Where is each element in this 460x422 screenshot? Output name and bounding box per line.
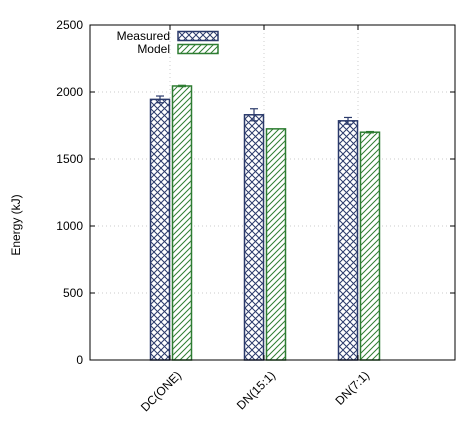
legend-swatch-measured: [177, 30, 219, 42]
bar-measured-1: [243, 114, 265, 361]
x-tick-label: DN(15:1): [234, 368, 278, 412]
y-tick-label: 1000: [56, 219, 83, 233]
bar-measured-0: [149, 98, 171, 361]
plot-frame: [89, 24, 456, 361]
x-tick-label: DC(ONE): [138, 368, 184, 414]
bar-measured-2: [337, 120, 359, 361]
y-tick-label: 1500: [56, 152, 83, 166]
legend-label-model: Model: [137, 42, 170, 56]
y-tick-label: 0: [76, 353, 83, 367]
bar-model-2: [359, 131, 381, 361]
x-tick-label: DN(7:1): [333, 368, 373, 408]
y-axis-label: Energy (kJ): [9, 194, 23, 255]
legend-swatch-model: [177, 43, 219, 55]
bars: [149, 84, 381, 361]
bar-model-0: [171, 85, 193, 361]
y-tick-label: 500: [63, 286, 83, 300]
y-tick-label: 2500: [56, 18, 83, 32]
legend-label-measured: Measured: [117, 29, 170, 43]
y-tick-label: 2000: [56, 85, 83, 99]
bar-model-1: [265, 128, 287, 361]
